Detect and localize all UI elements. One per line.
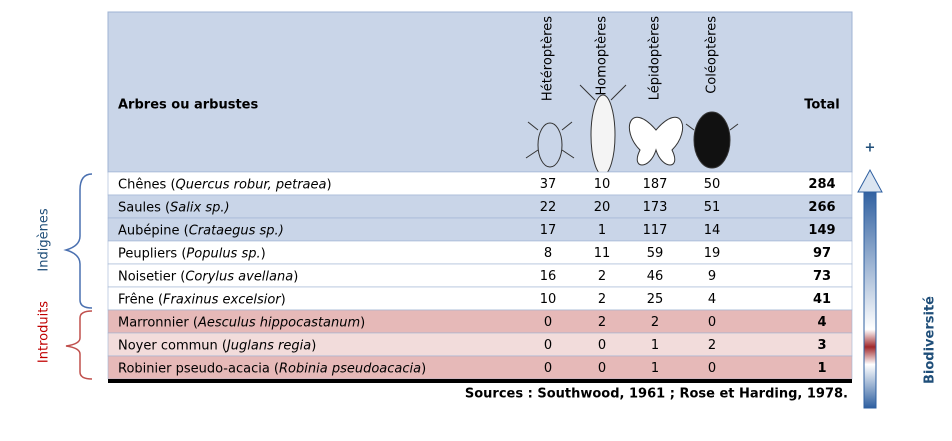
row-name: Noyer commun (Juglans regia) (118, 338, 316, 353)
row-name: Frêne (Fraxinus excelsior) (118, 292, 286, 307)
row-name: Robinier pseudo-acacia (Robinia pseudoac… (118, 361, 426, 376)
cell-value: 51 (704, 200, 721, 215)
row-name-part: Peupliers ( (118, 246, 186, 261)
row-name-part: ) (311, 338, 316, 353)
row-name-part: Frêne ( (118, 292, 163, 307)
group-native: Indigènes (37, 208, 52, 271)
cell-value: 0 (544, 315, 552, 330)
row-name-part: Corylus avellana (185, 269, 293, 284)
cell-value: 0 (708, 315, 716, 330)
cell-value: 0 (544, 338, 552, 353)
row-name-part: Aubépine ( (118, 223, 189, 238)
cell-value: 20 (594, 200, 611, 215)
row-name-part: Salix sp.) (170, 200, 230, 215)
header-title: Arbres ou arbustes (118, 98, 258, 113)
cell-value: 4 (708, 292, 716, 307)
biodiversity-arrowhead (858, 170, 882, 192)
cell-total: 266 (808, 200, 835, 215)
row-name-part: Crataegus sp.) (189, 223, 284, 238)
cell-value: 17 (540, 223, 557, 238)
cell-total: 1 (817, 361, 826, 376)
header-bg (108, 12, 852, 172)
cell-value: 2 (598, 315, 606, 330)
row-name: Peupliers (Populus sp.) (118, 246, 266, 261)
cell-value: 9 (708, 269, 716, 284)
introduced-bracket (66, 311, 92, 379)
cell-total: 4 (817, 315, 826, 330)
cell-total: 149 (808, 223, 835, 238)
column-header: Hétéroptères (541, 16, 556, 101)
row-name-part: Aesculus hippocastanum (197, 315, 360, 330)
cell-value: 173 (643, 200, 668, 215)
cell-value: 25 (647, 292, 664, 307)
cell-value: 14 (704, 223, 721, 238)
row-name-part: Robinia pseudoacacia (279, 361, 421, 376)
cell-value: 187 (643, 177, 668, 192)
row-name: Saules (Salix sp.) (118, 200, 230, 215)
row-name-part: Noisetier ( (118, 269, 185, 284)
native-bracket (66, 174, 92, 308)
column-header: Homoptères (595, 16, 610, 96)
cell-value: 117 (643, 223, 668, 238)
sources: Sources : Southwood, 1961 ; Rose et Hard… (465, 387, 848, 402)
row-name-part: Robinier pseudo-acacia ( (118, 361, 279, 376)
row-name-part: Fraxinus excelsior (163, 292, 282, 307)
cell-value: 0 (598, 361, 606, 376)
cell-total: 97 (813, 246, 831, 261)
header-total: Total (804, 98, 840, 113)
row-name-part: Noyer commun ( (118, 338, 227, 353)
cell-value: 59 (647, 246, 664, 261)
cell-value: 11 (594, 246, 611, 261)
column-header: Coléoptères (705, 16, 720, 94)
group-introduced: Introduits (37, 301, 52, 363)
table-rule (108, 379, 852, 383)
page: Arbres ou arbustes Total Chênes (Quercus… (0, 0, 952, 441)
cell-value: 10 (540, 292, 557, 307)
row-name-part: Populus sp. (186, 246, 260, 261)
cell-total: 41 (813, 292, 831, 307)
row-name-part: ) (360, 315, 365, 330)
row-name-part: ) (421, 361, 426, 376)
biodiversity-plus: + (865, 141, 876, 156)
cell-value: 1 (598, 223, 606, 238)
cell-total: 73 (813, 269, 831, 284)
row-name: Marronnier (Aesculus hippocastanum) (118, 315, 365, 330)
row-name-part: Quercus robur, petraea (176, 177, 327, 192)
row-name-part: Saules ( (118, 200, 170, 215)
biodiversity-bar (864, 190, 876, 408)
cell-value: 2 (708, 338, 716, 353)
row-name-part: ) (293, 269, 298, 284)
cell-value: 10 (594, 177, 611, 192)
cell-value: 1 (651, 361, 659, 376)
cell-value: 2 (651, 315, 659, 330)
row-name: Chênes (Quercus robur, petraea) (118, 177, 332, 192)
cell-value: 19 (704, 246, 721, 261)
cell-value: 0 (544, 361, 552, 376)
cell-value: 50 (704, 177, 721, 192)
biodiversity-label: Biodiversité (923, 296, 938, 384)
cell-total: 3 (817, 338, 826, 353)
row-name-part: ) (261, 246, 266, 261)
column-header: Lépidoptères (648, 16, 663, 100)
row-name-part: Chênes ( (118, 177, 176, 192)
cell-value: 2 (598, 292, 606, 307)
cell-total: 284 (808, 177, 835, 192)
cell-value: 0 (708, 361, 716, 376)
cell-value: 16 (540, 269, 557, 284)
row-name: Noisetier (Corylus avellana) (118, 269, 298, 284)
cell-value: 37 (540, 177, 557, 192)
row-name-part: Marronnier ( (118, 315, 198, 330)
row-name-part: ) (281, 292, 286, 307)
cell-value: 8 (544, 246, 552, 261)
row-name: Aubépine (Crataegus sp.) (118, 223, 284, 238)
cell-value: 2 (598, 269, 606, 284)
cell-value: 1 (651, 338, 659, 353)
row-name-part: ) (326, 177, 331, 192)
cell-value: 46 (647, 269, 664, 284)
row-name-part: Juglans regia (224, 338, 311, 353)
cell-value: 22 (540, 200, 557, 215)
cell-value: 0 (598, 338, 606, 353)
